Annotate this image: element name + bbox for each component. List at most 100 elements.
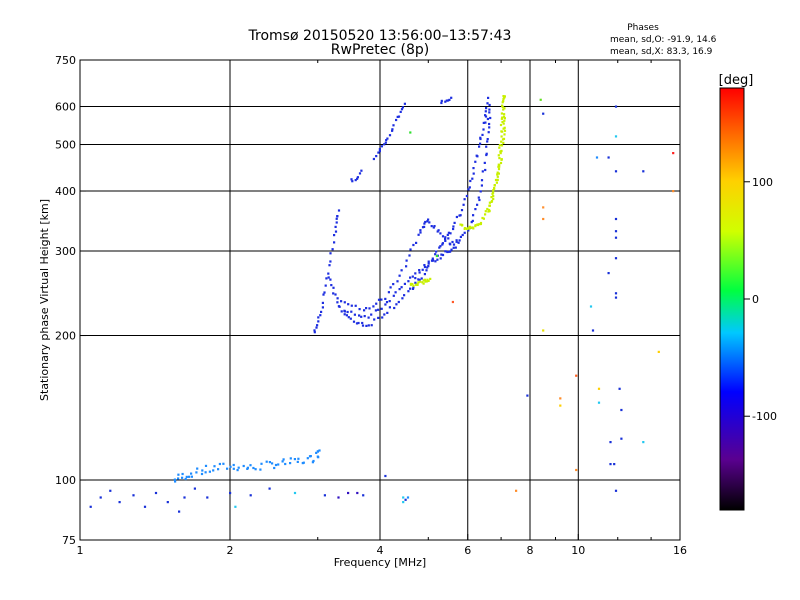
data-point-scatter — [402, 496, 405, 499]
data-point-low-F — [232, 467, 235, 470]
x-tick-label: 16 — [673, 544, 687, 557]
data-point-x-mode — [503, 117, 506, 120]
data-point-o-mode-lower — [363, 315, 366, 318]
data-point-o-mode-lower — [435, 250, 438, 253]
data-point-o-mode-lower — [476, 203, 479, 206]
data-point-o-mode-lower — [482, 121, 485, 124]
data-point-o-mode-lower — [322, 293, 325, 296]
data-point-o-mode-lower — [334, 230, 338, 233]
data-point-o-mode-lower — [430, 225, 433, 228]
data-point-x-mode — [502, 108, 505, 111]
data-point-o-mode-lower — [334, 225, 337, 228]
data-point-scatter — [515, 489, 518, 492]
data-point-o-mode-lower — [489, 116, 492, 120]
data-point-o-mode-lower — [469, 179, 472, 183]
data-point-x-mode — [417, 281, 420, 284]
data-point-o-mode-lower — [485, 153, 488, 157]
data-point-scatter — [614, 257, 618, 260]
data-point-o-mode-lower — [401, 106, 404, 109]
data-point-scatter — [642, 441, 645, 444]
data-point-x-mode — [500, 117, 503, 120]
data-point-x-mode — [490, 196, 493, 199]
data-point-o-mode-lower — [447, 237, 450, 240]
data-point-o-mode-lower — [418, 278, 421, 281]
data-point-o-mode-lower — [448, 98, 451, 101]
data-point-o-mode-lower — [397, 115, 401, 118]
data-point-low-F — [259, 468, 262, 471]
data-point-o-mode-lower — [461, 233, 464, 237]
data-point-x-mode — [429, 277, 432, 280]
data-point-scatter — [99, 496, 102, 499]
data-point-low-F — [196, 467, 199, 470]
y-axis-label: Stationary phase Virtual Height [km] — [38, 199, 51, 401]
y-tick-label: 600 — [55, 101, 76, 114]
data-point-x-mode — [494, 178, 498, 182]
data-point-low-F — [173, 478, 176, 481]
data-point-o-mode-lower — [336, 297, 339, 300]
data-point-o-mode-lower — [479, 137, 482, 141]
data-point-x-mode — [499, 152, 502, 155]
data-point-scatter — [347, 491, 350, 495]
data-point-o-mode-lower — [484, 110, 487, 113]
data-point-x-mode — [501, 104, 504, 107]
data-point-o-mode-lower — [409, 276, 412, 279]
data-point-o-mode-lower — [439, 257, 442, 260]
data-point-scatter — [597, 387, 601, 390]
y-tick-label: 500 — [55, 139, 76, 152]
data-point-o-mode-lower — [440, 99, 443, 102]
data-point-scatter — [132, 494, 135, 497]
data-point-scatter — [406, 496, 410, 499]
data-point-x-mode — [500, 135, 503, 138]
data-point-x-mode — [496, 173, 499, 176]
data-point-low-F — [293, 458, 296, 461]
data-point-o-mode-lower — [436, 258, 439, 261]
data-point-x-mode — [479, 221, 483, 225]
data-point-o-mode-lower — [340, 300, 343, 303]
data-point-o-mode-lower — [313, 329, 316, 332]
data-point-o-mode-lower — [375, 302, 378, 305]
phase-stats-o: mean, sd,O: -91.9, 14.6 — [610, 35, 717, 45]
data-point-x-mode — [502, 137, 506, 140]
data-point-low-F — [274, 463, 278, 467]
y-tick-label: 400 — [55, 185, 76, 198]
data-point-o-mode-lower — [400, 286, 403, 289]
data-point-o-mode-lower — [398, 288, 401, 291]
data-point-x-mode — [492, 195, 495, 198]
data-point-scatter — [542, 217, 545, 221]
data-point-scatter — [118, 501, 121, 504]
data-point-o-mode-lower — [383, 313, 386, 316]
data-point-o-mode-lower — [420, 277, 423, 280]
data-point-o-mode-lower — [472, 167, 475, 170]
data-point-o-mode-lower — [423, 264, 426, 267]
data-point-x-mode — [478, 223, 481, 226]
data-point-o-mode-lower — [454, 246, 457, 249]
data-point-x-mode — [498, 144, 501, 147]
data-point-o-mode-lower — [478, 198, 481, 202]
data-point-o-mode-lower — [488, 111, 491, 114]
data-point-low-F — [185, 475, 188, 478]
colorbar-tick-label: 0 — [752, 293, 759, 306]
data-point-o-mode-lower — [397, 300, 400, 304]
data-point-o-mode-lower — [444, 100, 447, 103]
data-point-scatter — [614, 170, 618, 173]
data-point-o-mode-lower — [392, 124, 395, 127]
data-point-o-mode-lower — [377, 316, 380, 319]
data-point-x-mode — [492, 191, 495, 194]
data-point-x-mode — [484, 213, 487, 216]
data-point-x-mode — [503, 129, 507, 132]
data-point-x-mode — [411, 283, 414, 286]
colorbar — [719, 87, 745, 511]
data-point-scatter — [657, 350, 660, 353]
data-point-x-mode — [503, 126, 506, 129]
data-point-low-F — [188, 475, 191, 478]
data-point-o-mode-lower — [375, 155, 378, 158]
data-point-o-mode-lower — [343, 309, 346, 312]
data-point-o-mode-lower — [432, 226, 435, 229]
data-point-o-mode-lower — [384, 297, 387, 300]
data-point-o-mode-lower — [395, 303, 398, 306]
data-point-low-F — [236, 469, 239, 472]
data-point-o-mode-lower — [383, 143, 386, 146]
colorbar-label: [deg] — [719, 73, 754, 88]
data-point-low-F — [254, 468, 257, 471]
data-point-o-mode-lower — [377, 308, 380, 311]
